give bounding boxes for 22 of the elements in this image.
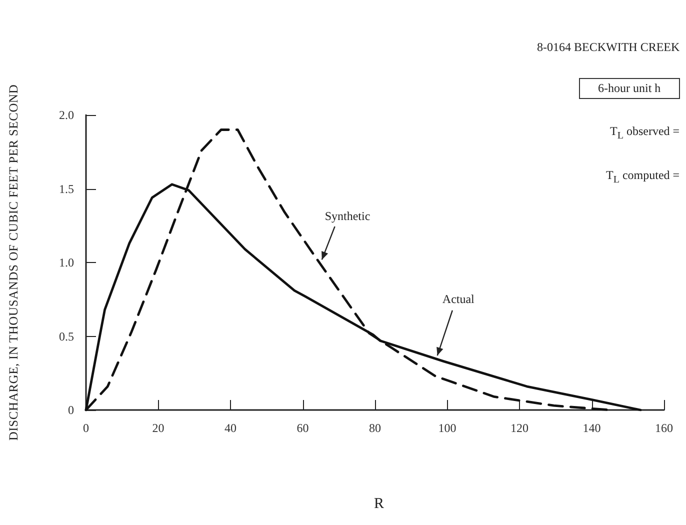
x-tick-label: 40 xyxy=(224,421,236,435)
x-tick-label: 120 xyxy=(510,421,528,435)
x-tick-label: 60 xyxy=(296,421,309,435)
text: 6-hour unit h xyxy=(579,78,680,99)
y-tick-label: 1.5 xyxy=(59,182,74,196)
x-tick-label: 80 xyxy=(369,421,381,435)
y-tick-label: 1.0 xyxy=(59,256,74,270)
text: 8-0164 BECKWITH CREEK xyxy=(537,40,680,55)
annotation: T$_{L}$ observed = xyxy=(610,124,680,142)
x-tick-label: 140 xyxy=(582,421,601,435)
x-tick-label: 0 xyxy=(83,421,89,435)
y-axis-title: DISCHARGE, IN THOUSANDS OF CUBIC FEET PER SECOND xyxy=(6,84,22,440)
y-tick-label: 0 xyxy=(68,403,74,417)
annotation: Synthetic xyxy=(324,208,370,224)
x-tick-label: 100 xyxy=(438,421,456,435)
annotation: Actual xyxy=(442,292,474,308)
y-tick-label: 0.5 xyxy=(59,329,74,344)
y-tick-label: 2.0 xyxy=(59,108,74,122)
x-tick-label: 160 xyxy=(655,421,673,435)
x-axis-title: R xyxy=(374,496,384,513)
annotation: T$_{L}$ computed = xyxy=(606,168,680,186)
x-tick-label: 20 xyxy=(152,421,164,435)
